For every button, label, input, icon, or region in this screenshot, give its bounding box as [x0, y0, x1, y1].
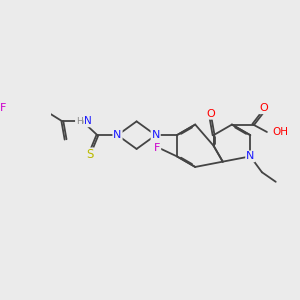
- Text: H: H: [76, 117, 83, 126]
- Text: O: O: [206, 109, 215, 119]
- Text: S: S: [86, 148, 94, 161]
- Text: N: N: [246, 152, 254, 161]
- Text: OH: OH: [272, 127, 288, 137]
- Text: N: N: [152, 130, 160, 140]
- Text: N: N: [113, 130, 122, 140]
- Text: F: F: [0, 103, 7, 113]
- Text: O: O: [260, 103, 268, 113]
- Text: N: N: [84, 116, 92, 126]
- Text: F: F: [154, 143, 160, 153]
